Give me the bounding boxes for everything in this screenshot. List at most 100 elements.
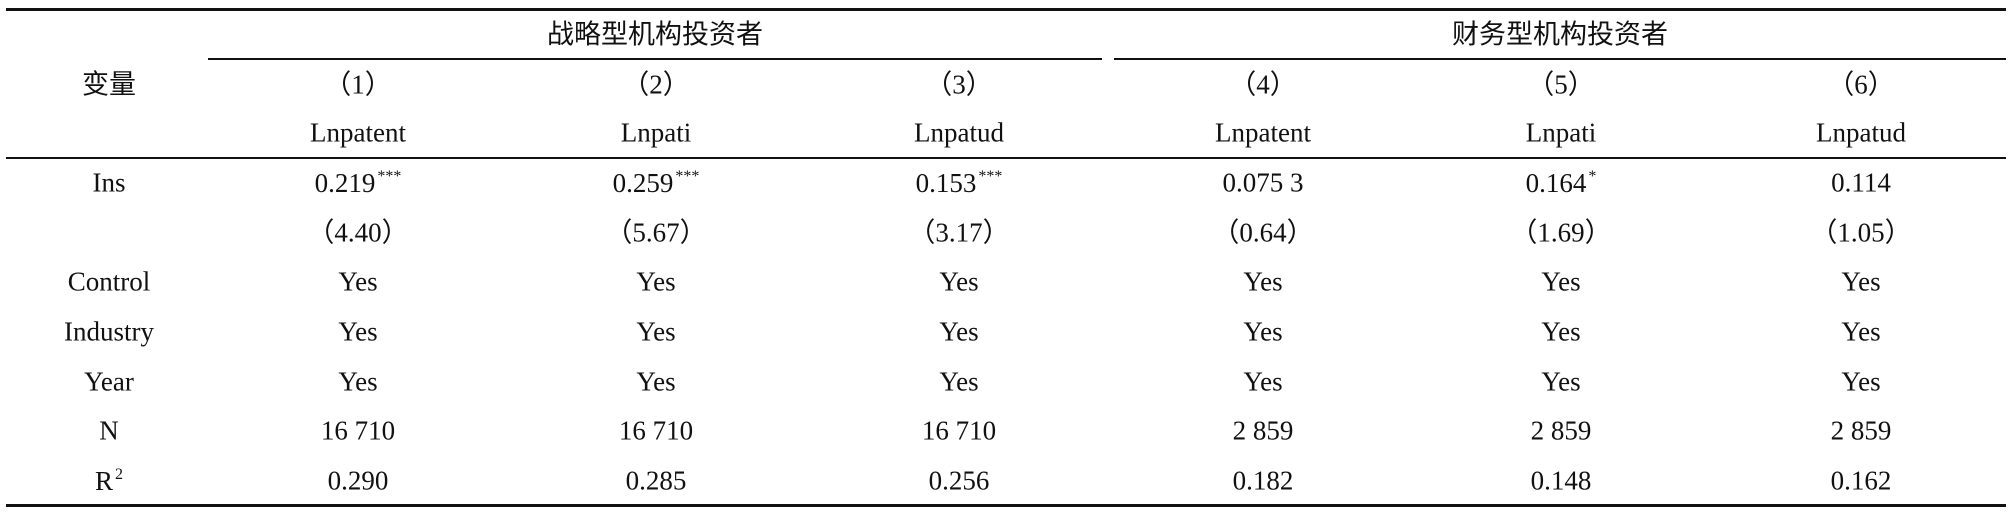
cell: 0.148 (1530, 465, 1592, 496)
cell-text: Yes (636, 316, 676, 347)
cell-text: Yes (1541, 366, 1581, 397)
cell-text: 0.219 (314, 168, 376, 198)
dependent-variable: Lnpatent (310, 117, 406, 148)
cell-text: Yes (939, 366, 979, 397)
superscript: * (1588, 168, 1597, 185)
superscript: *** (377, 168, 402, 185)
cell: Yes (1243, 318, 1282, 346)
cell: 2 859 (1830, 415, 1892, 446)
cell: Yes (636, 366, 676, 397)
cell: 16 710 (921, 415, 997, 446)
cell-text: （3.17） (908, 217, 1010, 248)
cell: Yes (1541, 316, 1581, 347)
cell-text: Yes (338, 366, 378, 397)
cell: （0.64） (1212, 217, 1314, 248)
header-rule (6, 157, 2006, 159)
bottom-rule (6, 504, 2006, 507)
cell: 0.153 *** (916, 169, 1003, 197)
superscript: *** (978, 168, 1003, 185)
cell-text: 16 710 (618, 415, 694, 446)
cell-text: （1.69） (1510, 217, 1612, 248)
cell-text: （1.05） (1810, 217, 1912, 248)
cell: Yes (1541, 266, 1581, 297)
cell-text: 2 859 (1830, 415, 1892, 446)
cell-text: Yes (338, 316, 378, 347)
column-number: （6） (1827, 69, 1895, 100)
cell: 0.290 (327, 465, 389, 496)
cell: Yes (1541, 366, 1581, 397)
row-label: Year (84, 366, 134, 397)
cell-text: 0.290 (327, 465, 389, 496)
cell-text: Yes (636, 366, 676, 397)
top-rule (6, 8, 2006, 11)
cell-text: Yes (1841, 366, 1881, 397)
cell: 0.162 (1830, 465, 1892, 496)
cell: 2 859 (1232, 415, 1294, 446)
cell-text: 0.148 (1530, 465, 1592, 496)
dependent-variable: Lnpatud (914, 117, 1004, 148)
cell-text: 0.114 (1831, 167, 1891, 198)
cell: Yes (338, 266, 378, 297)
cell: （3.17） (908, 217, 1010, 248)
cell-text: 0.153 (915, 168, 977, 198)
group-rule (208, 58, 1102, 60)
row-label: N (99, 415, 119, 446)
column-number: （4） (1229, 69, 1297, 100)
cell-text: （4.40） (307, 217, 409, 248)
cell: Yes (939, 266, 979, 297)
group-header: 财务型机构投资者 (1452, 19, 1668, 50)
cell-text: Yes (338, 266, 378, 297)
cell-text: Yes (636, 266, 676, 297)
cell-text: Yes (1841, 266, 1881, 297)
cell: Yes (636, 316, 676, 347)
cell: Yes (1243, 266, 1283, 297)
group-header: 战略型机构投资者 (547, 19, 763, 50)
cell-text: 0.256 (928, 465, 990, 496)
cell-text: 0.164 (1525, 168, 1587, 198)
cell: 2 859 (1531, 417, 1592, 445)
row-label: Industry (64, 316, 154, 347)
group-rule (1114, 58, 2006, 60)
column-number: （1） (324, 69, 392, 100)
dependent-variable: Lnpatud (1816, 117, 1906, 148)
cell-text: 16 710 (921, 415, 997, 446)
superscript: *** (675, 168, 700, 185)
cell: （1.69） (1510, 217, 1612, 248)
cell: Yes (338, 366, 378, 397)
column-number: （5） (1527, 69, 1595, 100)
cell-text: Yes (939, 266, 979, 297)
cell: 0.164 * (1526, 169, 1597, 197)
cell: Yes (1243, 368, 1282, 396)
cell-text: Yes (1841, 316, 1881, 347)
cell: 0.114 (1831, 167, 1891, 198)
cell-text: 0.285 (625, 465, 687, 496)
cell-text: Yes (1541, 316, 1581, 347)
cell: 0.219 *** (315, 169, 402, 197)
cell-text: 0.162 (1830, 465, 1892, 496)
cell-text: Yes (1541, 266, 1581, 297)
row-label: Ins (92, 167, 126, 198)
cell: Yes (939, 318, 978, 346)
cell: Yes (939, 366, 979, 397)
cell: 0.256 (928, 465, 990, 496)
corner-label: 变量 (82, 69, 136, 100)
cell: 0.259 *** (613, 169, 700, 197)
column-number: （3） (925, 69, 993, 100)
cell-text: （0.64） (1212, 217, 1314, 248)
row-label: Control (67, 266, 151, 297)
dependent-variable: Lnpatent (1215, 117, 1311, 148)
cell: Yes (1841, 366, 1881, 397)
cell: Yes (338, 316, 378, 347)
cell-text: Yes (1243, 266, 1283, 297)
cell: 0.075 3 (1223, 169, 1304, 197)
cell: 16 710 (320, 415, 396, 446)
column-number: （2） (622, 69, 690, 100)
cell-text: 2 859 (1232, 415, 1294, 446)
cell-text: 16 710 (320, 415, 396, 446)
superscript: 2 (115, 466, 124, 483)
cell: 0.285 (625, 465, 687, 496)
cell: Yes (636, 266, 676, 297)
cell: 0.182 (1233, 467, 1294, 495)
